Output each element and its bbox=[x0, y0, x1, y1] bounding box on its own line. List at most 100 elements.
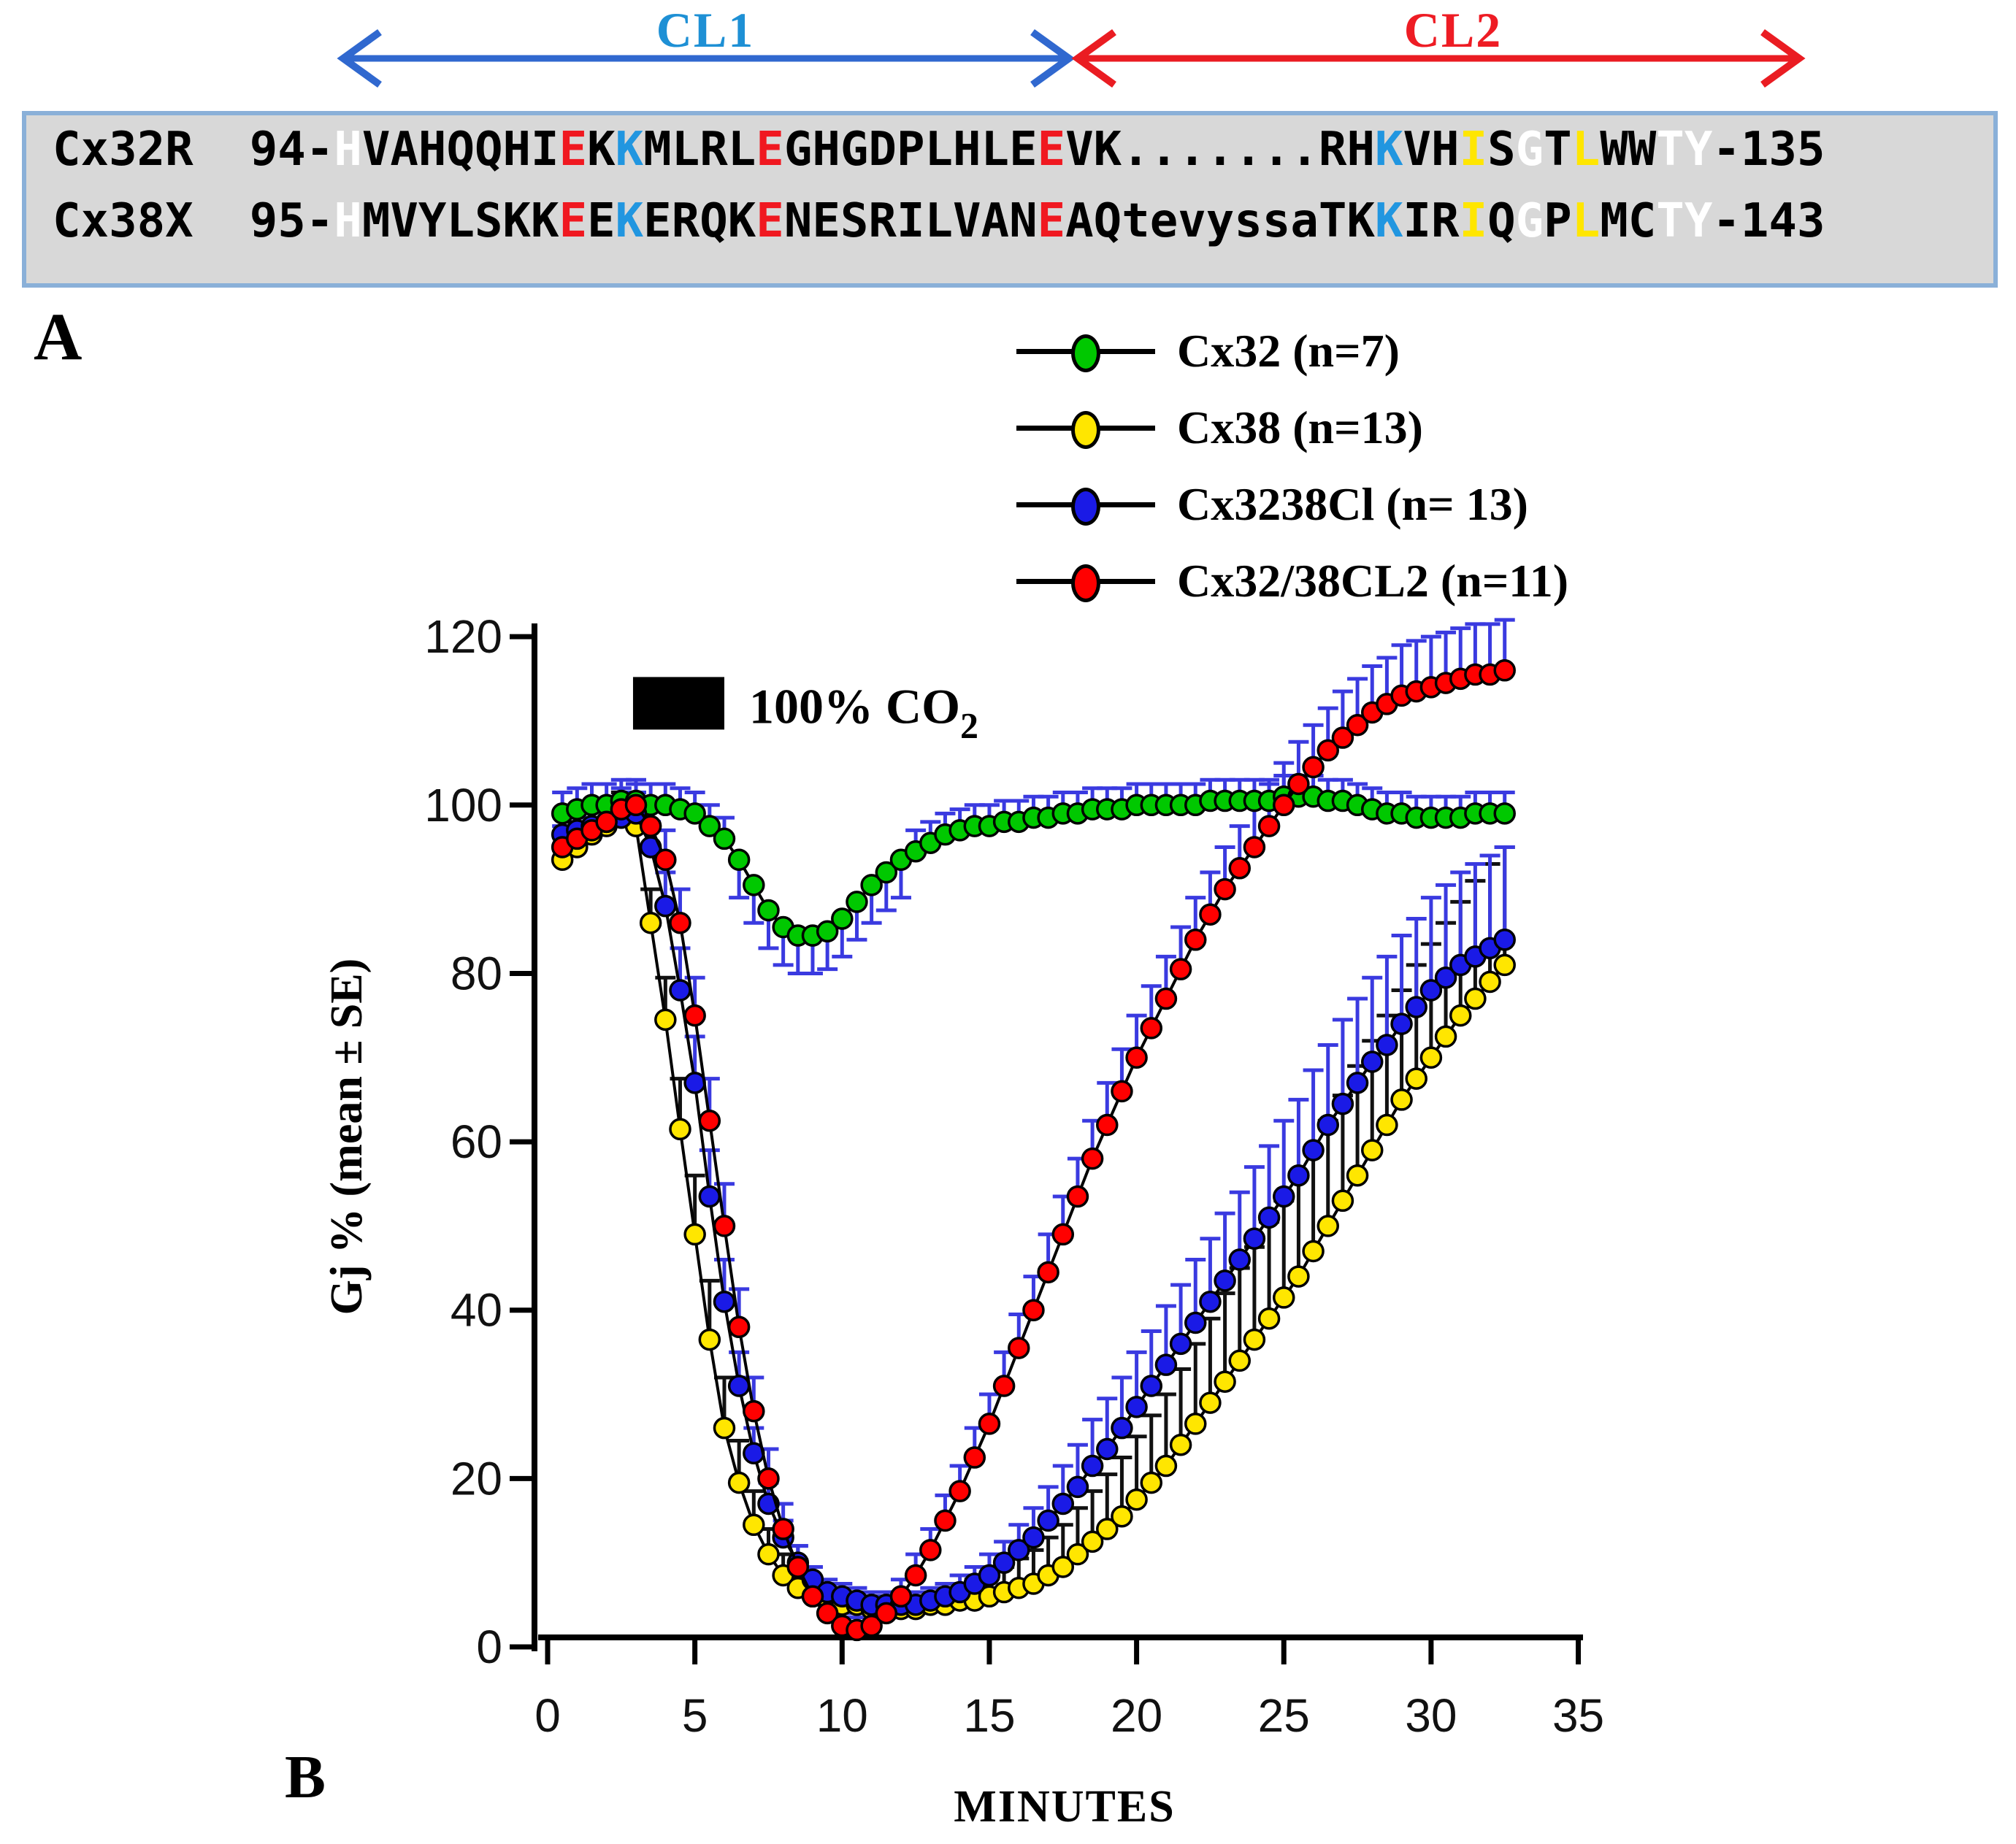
data-point bbox=[1125, 1046, 1148, 1069]
sequence-segment: IR bbox=[1403, 194, 1460, 248]
series-Cx3238Cl bbox=[551, 802, 1516, 1616]
data-point bbox=[624, 794, 648, 817]
data-point bbox=[743, 1399, 765, 1423]
x-tick-label: 20 bbox=[1111, 1689, 1162, 1742]
data-point bbox=[1096, 1518, 1119, 1540]
legend-marker-icon bbox=[1016, 406, 1155, 450]
legend-dot bbox=[1071, 564, 1100, 602]
cl2-arrowhead-left bbox=[1071, 28, 1116, 88]
data-point bbox=[1008, 1539, 1030, 1561]
co2-bar bbox=[632, 677, 724, 730]
data-point bbox=[683, 1072, 706, 1094]
sequence-segment: I bbox=[1459, 194, 1488, 248]
data-point bbox=[1360, 1050, 1384, 1073]
data-point bbox=[1066, 1475, 1089, 1499]
data-point bbox=[1257, 815, 1281, 837]
panel-b-label: B bbox=[285, 1743, 326, 1811]
x-axis-title: MINUTES bbox=[954, 1782, 1175, 1832]
data-point bbox=[1434, 1025, 1457, 1048]
sequence-segment: TY bbox=[1656, 123, 1713, 177]
x-tick-label: 15 bbox=[963, 1689, 1015, 1742]
data-point bbox=[1199, 1290, 1222, 1313]
sequence-segment: G bbox=[1515, 123, 1544, 177]
data-point bbox=[727, 1471, 751, 1494]
data-point bbox=[1140, 1375, 1163, 1397]
sequence-segment: S bbox=[1487, 123, 1516, 177]
sequence-segment: Cx32R 94- bbox=[53, 123, 334, 177]
sequence-segment: K bbox=[1374, 194, 1403, 248]
legend-dot bbox=[1071, 410, 1100, 449]
data-point bbox=[1346, 1164, 1369, 1187]
x-tick-label: 25 bbox=[1258, 1689, 1310, 1742]
y-tick-label: 100 bbox=[424, 779, 502, 831]
sequence-segment: T bbox=[1544, 123, 1572, 177]
data-point bbox=[727, 1315, 751, 1339]
sequence-segment: E bbox=[1037, 194, 1066, 248]
sequence-segment: K bbox=[1374, 123, 1403, 177]
data-point bbox=[860, 1614, 883, 1637]
sequence-segment: GHGDPLHLE bbox=[783, 123, 1038, 177]
data-point bbox=[683, 1004, 706, 1027]
sequence-segment: MLRL bbox=[643, 123, 756, 177]
data-point bbox=[654, 848, 677, 872]
co2-annotation-text: 100% CO bbox=[749, 678, 960, 734]
data-point bbox=[654, 894, 677, 918]
data-point bbox=[978, 1564, 1001, 1587]
data-point bbox=[1111, 1416, 1133, 1440]
data-point bbox=[1154, 1353, 1178, 1376]
data-point bbox=[743, 874, 765, 896]
sequence-segment: K bbox=[587, 123, 616, 177]
data-point bbox=[1390, 1013, 1413, 1035]
data-point bbox=[669, 1118, 691, 1141]
legend-item: Cx32/38CL2 (n=11) bbox=[1016, 542, 1568, 619]
data-point bbox=[1449, 1004, 1472, 1027]
data-point bbox=[1125, 1488, 1148, 1511]
data-point bbox=[992, 1551, 1016, 1574]
sequence-segment: E bbox=[559, 123, 588, 177]
legend-item: Cx38 (n=13) bbox=[1016, 389, 1568, 466]
legend-marker-icon bbox=[1016, 329, 1155, 373]
data-point bbox=[889, 1585, 913, 1608]
sequence-segment: E bbox=[756, 194, 784, 248]
sequence-segment: MVYLSKK bbox=[361, 194, 559, 248]
data-point bbox=[1169, 1332, 1192, 1356]
data-point bbox=[1493, 802, 1516, 825]
data-point bbox=[904, 1564, 927, 1587]
data-point bbox=[1066, 1185, 1089, 1208]
data-point bbox=[772, 1518, 794, 1540]
data-point bbox=[698, 1110, 721, 1132]
sequence-row-cx32r: Cx32R 94-HVAHQQHIEKKMLRLEGHGDPLHLEEVK...… bbox=[53, 123, 1825, 177]
data-point bbox=[1111, 1505, 1133, 1528]
data-point bbox=[757, 1467, 780, 1490]
data-point bbox=[1081, 1147, 1104, 1170]
data-point bbox=[1111, 1080, 1133, 1103]
data-point bbox=[1037, 1509, 1059, 1532]
data-point bbox=[801, 1585, 824, 1608]
data-point bbox=[743, 1513, 765, 1537]
co2-annotation: 100% CO2 bbox=[749, 678, 978, 745]
sequence-segment: E bbox=[1037, 123, 1066, 177]
sequence-segment: G bbox=[1515, 194, 1544, 248]
data-point bbox=[1493, 929, 1516, 951]
data-point bbox=[727, 848, 751, 872]
sequence-segment: WW bbox=[1600, 123, 1657, 177]
series-line bbox=[561, 815, 1506, 1611]
legend-dot bbox=[1071, 487, 1100, 526]
data-point bbox=[1051, 1223, 1075, 1246]
legend-label: Cx38 (n=13) bbox=[1177, 401, 1423, 453]
data-point bbox=[1051, 1492, 1075, 1515]
data-point bbox=[698, 1328, 721, 1351]
data-point bbox=[713, 1215, 736, 1237]
data-point bbox=[1125, 1396, 1148, 1418]
data-point bbox=[698, 815, 721, 837]
legend-label: Cx3238Cl (n= 13) bbox=[1177, 477, 1528, 530]
legend-item: Cx32 (n=7) bbox=[1016, 312, 1568, 389]
data-point bbox=[1066, 1543, 1089, 1566]
sequence-segment: E bbox=[756, 123, 784, 177]
data-point bbox=[1434, 966, 1457, 989]
data-point bbox=[639, 911, 662, 934]
series-Cx32 bbox=[551, 785, 1516, 947]
sequence-segment: AQtevyssaTK bbox=[1065, 194, 1375, 248]
x-tick-label: 10 bbox=[816, 1689, 868, 1742]
